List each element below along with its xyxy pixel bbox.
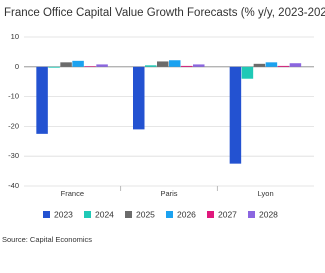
bar — [133, 66, 145, 130]
bar — [36, 66, 48, 134]
y-tick-label: 10 — [11, 32, 19, 41]
legend-swatch — [125, 211, 132, 218]
bar — [84, 66, 96, 67]
y-tick-label: -40 — [8, 181, 19, 190]
x-tick-label: Lyon — [258, 189, 274, 198]
bar — [289, 63, 302, 67]
legend-label: 2025 — [136, 209, 155, 219]
legend-swatch — [166, 211, 173, 218]
x-tick-label: France — [61, 189, 84, 198]
bar — [277, 65, 290, 67]
y-tick-label: 0 — [15, 62, 19, 71]
legend-swatch — [43, 211, 50, 218]
legend-swatch — [84, 211, 91, 218]
legend-label: 2028 — [259, 209, 278, 219]
bar — [265, 62, 278, 67]
legend-swatch — [207, 211, 214, 218]
bar — [181, 65, 193, 67]
y-tick-label: -20 — [8, 121, 19, 130]
bar — [48, 66, 60, 68]
y-tick-label: -10 — [8, 92, 19, 101]
bar — [157, 61, 169, 67]
bar — [229, 66, 242, 164]
bar — [241, 66, 254, 79]
y-tick-label: -30 — [8, 151, 19, 160]
bar — [169, 60, 181, 67]
legend-label: 2023 — [54, 209, 73, 219]
bar — [96, 64, 108, 67]
bar — [72, 60, 84, 67]
source: Source: Capital Economics — [2, 235, 92, 244]
x-tick-label: Paris — [160, 189, 177, 198]
bar — [145, 65, 157, 67]
bar — [253, 63, 266, 67]
legend-label: 2027 — [218, 209, 237, 219]
chart-title: France Office Capital Value Growth Forec… — [4, 7, 325, 19]
legend-swatch — [248, 211, 255, 218]
bar — [60, 62, 72, 67]
legend-label: 2026 — [177, 209, 196, 219]
legend-label: 2024 — [95, 209, 114, 219]
bar — [193, 64, 205, 67]
